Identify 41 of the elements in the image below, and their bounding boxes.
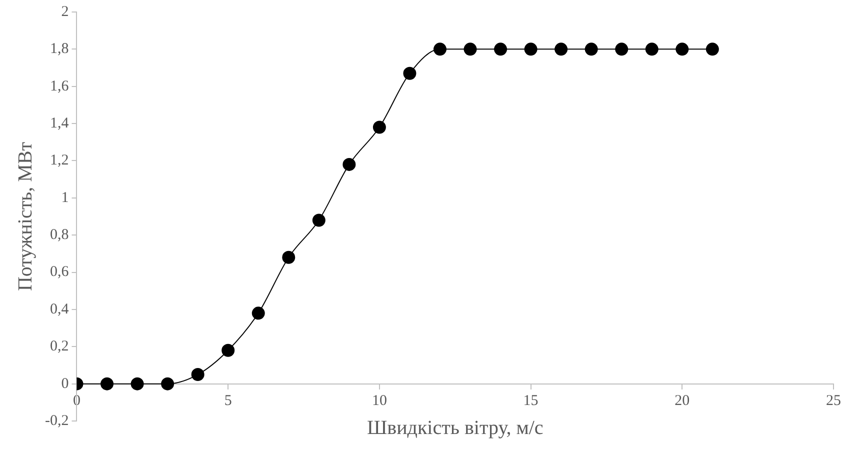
point xyxy=(130,377,144,390)
point xyxy=(554,42,568,56)
point xyxy=(252,306,265,320)
y-tick-label: 1 xyxy=(61,190,69,206)
point xyxy=(676,42,689,56)
y-tick-label: 2 xyxy=(61,4,69,20)
y-tick-label: 0,4 xyxy=(50,301,70,318)
point xyxy=(524,42,538,56)
point xyxy=(282,250,296,264)
y-tick-label: 1,2 xyxy=(50,152,69,169)
x-tick-label: 10 xyxy=(372,392,387,409)
x-tick-label: 25 xyxy=(826,392,841,409)
point xyxy=(464,42,477,56)
y-tick-label: 0,8 xyxy=(50,227,69,244)
point xyxy=(494,42,508,56)
y-tick-label: 1,6 xyxy=(50,78,70,94)
x-tick-label: 20 xyxy=(674,392,690,409)
y-tick-label: -0,2 xyxy=(44,412,69,429)
x-tick-label: 0 xyxy=(72,392,80,409)
x-axis-title: Швидкість вітру, м/с xyxy=(366,417,544,440)
point xyxy=(645,42,658,56)
point xyxy=(312,214,326,227)
point xyxy=(191,368,204,382)
y-tick-label: 0 xyxy=(61,376,69,392)
point xyxy=(161,377,174,390)
point xyxy=(433,42,446,56)
y-tick-label: 1,4 xyxy=(50,115,70,132)
point xyxy=(342,158,356,171)
point xyxy=(222,344,235,357)
x-tick-label: 5 xyxy=(224,392,232,409)
point xyxy=(584,42,598,56)
x-tick-label: 15 xyxy=(523,392,538,409)
y-tick-label: 0,6 xyxy=(50,264,70,280)
point xyxy=(615,42,628,56)
y-axis-title: Потужність, МВт xyxy=(14,142,36,292)
point xyxy=(403,66,416,80)
point xyxy=(100,377,114,390)
y-tick-label: 0,2 xyxy=(50,338,69,355)
point xyxy=(706,42,719,56)
y-tick-label: 1,8 xyxy=(50,41,69,58)
point xyxy=(372,120,386,134)
